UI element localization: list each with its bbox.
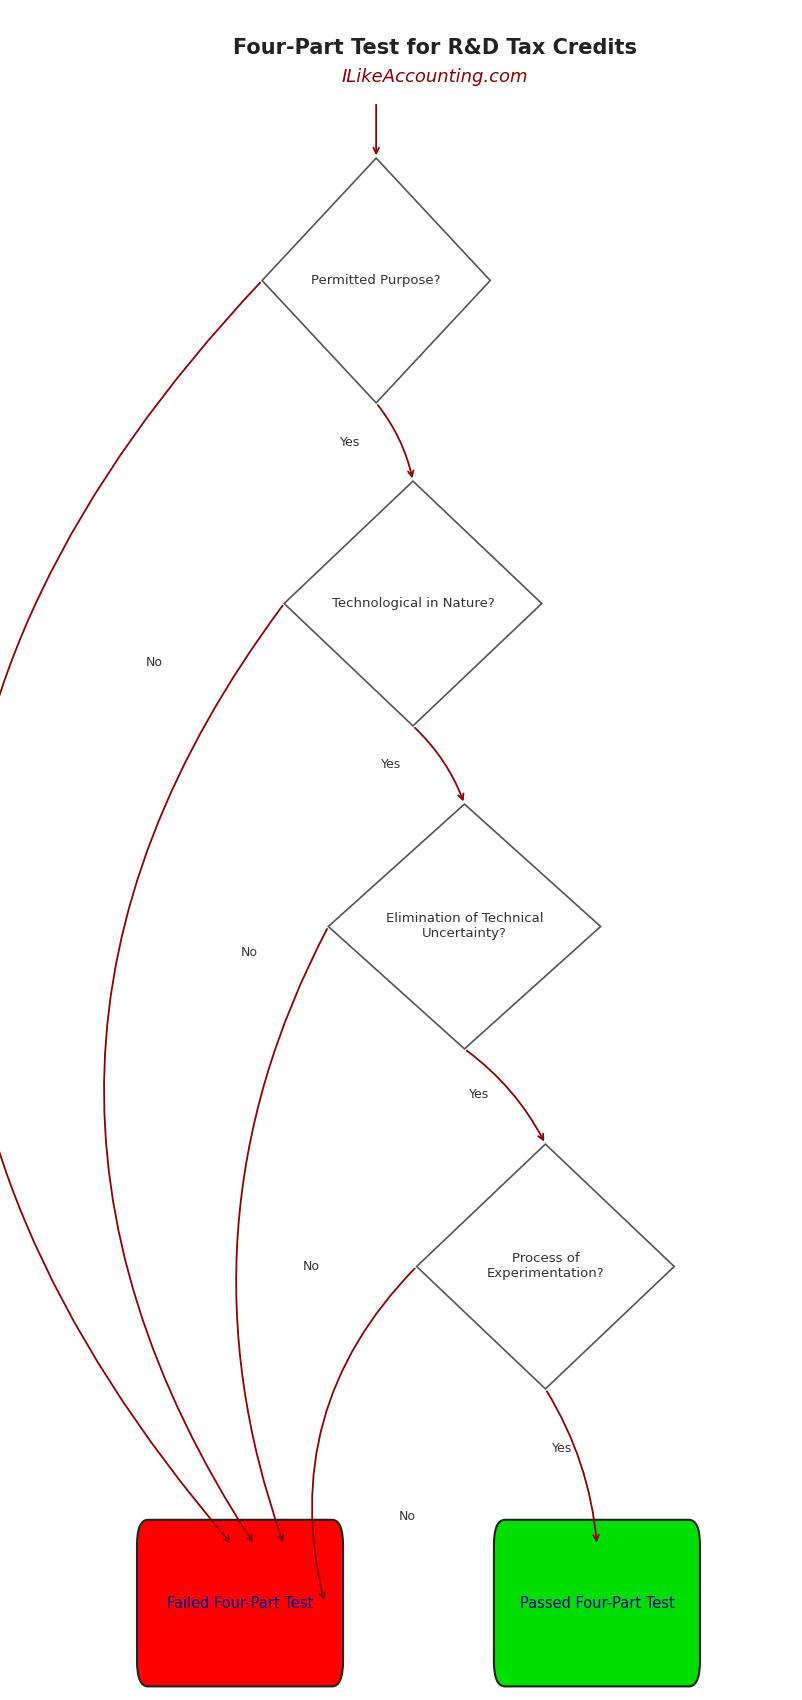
Text: Process of
Experimentation?: Process of Experimentation?	[486, 1253, 603, 1280]
Text: Technological in Nature?: Technological in Nature?	[331, 597, 494, 610]
Text: Failed Four-Part Test: Failed Four-Part Test	[167, 1596, 313, 1610]
Text: Yes: Yes	[468, 1088, 488, 1102]
Text: No: No	[145, 656, 162, 670]
Text: Yes: Yes	[340, 435, 360, 449]
FancyBboxPatch shape	[137, 1520, 342, 1686]
Text: Yes: Yes	[380, 758, 400, 772]
Text: Yes: Yes	[551, 1442, 571, 1455]
Text: Passed Four-Part Test: Passed Four-Part Test	[519, 1596, 674, 1610]
Text: No: No	[302, 1260, 319, 1273]
Text: ILikeAccounting.com: ILikeAccounting.com	[342, 68, 528, 85]
Text: Permitted Purpose?: Permitted Purpose?	[311, 274, 440, 287]
Text: Elimination of Technical
Uncertainty?: Elimination of Technical Uncertainty?	[385, 913, 542, 940]
Text: Four-Part Test for R&D Tax Credits: Four-Part Test for R&D Tax Credits	[233, 37, 636, 58]
Text: No: No	[398, 1510, 415, 1523]
Text: No: No	[241, 945, 257, 959]
FancyBboxPatch shape	[493, 1520, 699, 1686]
